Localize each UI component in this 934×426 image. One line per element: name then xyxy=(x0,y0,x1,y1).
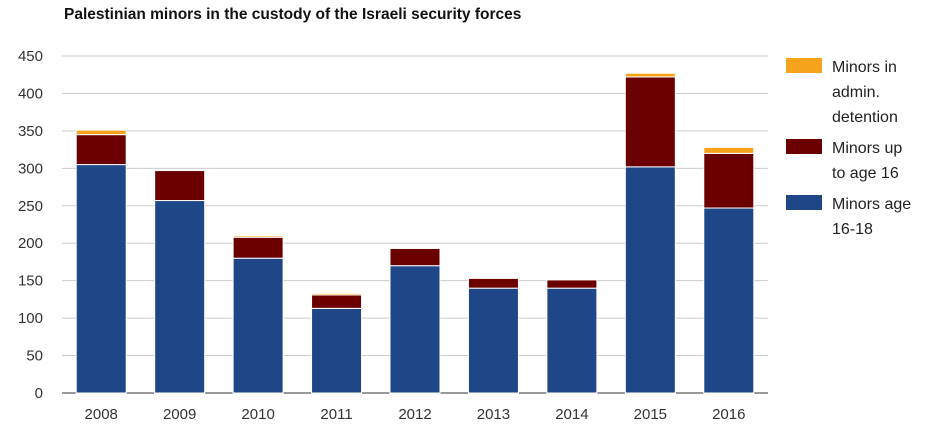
x-tick-label: 2011 xyxy=(320,406,352,423)
x-tick-label: 2014 xyxy=(555,406,588,423)
bars xyxy=(75,72,755,394)
y-tick-label: 50 xyxy=(26,348,43,365)
x-tick-label: 2016 xyxy=(712,406,745,423)
bar-segment xyxy=(311,307,363,394)
legend-swatch xyxy=(786,195,822,210)
legend-label: Minors up to age 16 xyxy=(832,140,902,182)
y-tick-label: 450 xyxy=(18,48,43,65)
bar-segment xyxy=(154,170,206,202)
x-tick-label: 2012 xyxy=(398,406,431,423)
bar-segment xyxy=(703,207,755,394)
bar-segment xyxy=(389,265,441,394)
bar-segment xyxy=(703,146,755,154)
bar-segment xyxy=(75,129,127,136)
bar-segment xyxy=(311,292,363,296)
bar-segment xyxy=(311,294,363,309)
y-tick-label: 150 xyxy=(18,273,43,290)
bar-segment xyxy=(624,72,676,78)
chart-title: Palestinian minors in the custody of the… xyxy=(64,6,522,23)
y-tick-label: 250 xyxy=(18,198,43,215)
bar-segment xyxy=(232,257,284,394)
bar-segment xyxy=(232,236,284,259)
x-tick-label: 2010 xyxy=(241,406,274,423)
y-tick-label: 300 xyxy=(18,160,43,177)
y-tick-label: 400 xyxy=(18,85,43,102)
x-tick-label: 2009 xyxy=(163,406,196,423)
legend: Minors in admin. detention Minors up to age … xyxy=(786,58,911,238)
bar-segment xyxy=(703,152,755,209)
x-tick-label: 2013 xyxy=(477,406,510,423)
legend-swatch xyxy=(786,139,822,154)
bar-segment xyxy=(389,247,441,267)
legend-label: Minors age 16-18 xyxy=(832,196,911,238)
y-axis-ticks: 0 50 100 150 200 250 300 350 400 450 xyxy=(18,48,43,402)
bar-segment xyxy=(467,287,519,394)
bar-segment xyxy=(624,76,676,168)
x-tick-label: 2008 xyxy=(85,406,118,423)
bar-segment xyxy=(546,287,598,394)
bar-segment xyxy=(232,235,284,238)
bar-segment xyxy=(75,134,127,166)
bar-segment xyxy=(75,164,127,394)
y-tick-label: 350 xyxy=(18,123,43,140)
x-tick-label: 2015 xyxy=(634,406,667,423)
y-tick-label: 200 xyxy=(18,235,43,252)
bar-segment xyxy=(546,279,598,289)
legend-swatch xyxy=(786,58,822,73)
bar-segment xyxy=(624,166,676,394)
bar-segment xyxy=(154,200,206,394)
y-tick-label: 100 xyxy=(18,310,43,327)
bar-segment xyxy=(467,277,519,289)
x-axis-ticks: 2008 2009 2010 2011 2012 2013 2014 2015 2016 xyxy=(85,406,746,423)
y-tick-label: 0 xyxy=(35,385,43,402)
legend-label: Minors in admin. detention xyxy=(832,59,898,126)
